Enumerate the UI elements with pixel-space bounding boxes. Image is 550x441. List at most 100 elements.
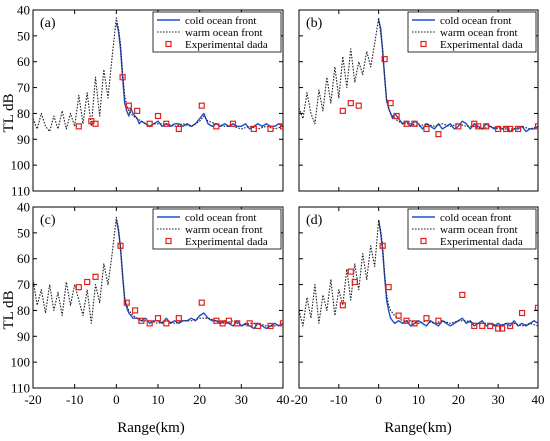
x-axis-title-left: Range(km): [117, 420, 184, 436]
cold-ocean-front-line: [115, 219, 283, 330]
y-tick-label: 60: [17, 251, 30, 266]
experimental-point: [267, 322, 274, 330]
experimental-point: [423, 125, 430, 133]
legend-label: warm ocean front: [185, 224, 263, 236]
experimental-point: [435, 317, 442, 324]
experimental-point: [123, 299, 130, 306]
experimental-point: [411, 120, 418, 127]
legend-label: cold ocean front: [185, 212, 256, 224]
experimental-point: [347, 268, 354, 275]
legend-box: [152, 11, 282, 53]
experimental-point: [381, 56, 388, 63]
experimental-point: [175, 315, 182, 322]
experimental-point: [514, 125, 522, 133]
legend-label: warm ocean front: [185, 27, 263, 39]
y-tick-label: 70: [17, 80, 30, 95]
experimental-point: [146, 320, 153, 327]
y-axis-title-bottom: TL dB: [1, 290, 17, 329]
x-tick-label: -20: [290, 392, 307, 407]
x-tick-label: 40: [532, 392, 545, 407]
y-tick-label: 80: [17, 303, 30, 318]
experimental-point: [507, 125, 514, 133]
y-tick-label: 100: [11, 355, 31, 370]
x-tick-label: 30: [492, 392, 505, 407]
legend-label: cold ocean front: [440, 15, 511, 27]
experimental-point: [483, 123, 490, 130]
x-tick-label: -20: [24, 392, 41, 407]
experimental-point: [455, 123, 462, 130]
experimental-point: [495, 325, 502, 332]
experimental-point: [254, 322, 262, 330]
y-tick-label: 80: [17, 106, 30, 121]
experimental-point: [393, 112, 400, 120]
experimental-point: [435, 131, 442, 138]
experimental-point: [403, 317, 410, 324]
y-tick-label: 100: [11, 158, 31, 173]
experimental-point: [403, 120, 410, 127]
y-tick-label: 50: [17, 225, 30, 240]
panel-label: (c): [40, 213, 56, 228]
legend-label: Experimental dada: [185, 39, 268, 51]
experimental-point: [229, 120, 237, 127]
experimental-point: [175, 125, 182, 133]
experimental-point: [385, 284, 392, 291]
plot-area: [299, 219, 538, 332]
warm-ocean-front-line: [33, 17, 283, 133]
legend-label: cold ocean front: [185, 15, 256, 27]
experimental-point: [507, 322, 514, 330]
experimental-point: [131, 307, 139, 314]
x-tick-label: 10: [412, 392, 425, 407]
cold-ocean-front-line: [377, 219, 538, 327]
legend-box: [152, 208, 282, 250]
experimental-point: [347, 99, 354, 107]
legend-label: Experimental dada: [440, 39, 523, 51]
experimental-point: [423, 315, 430, 322]
legend-label: warm ocean front: [440, 224, 518, 236]
experimental-point: [395, 312, 402, 319]
experimental-point: [234, 320, 241, 327]
experimental-point: [475, 123, 482, 130]
y-tick-label: 90: [17, 329, 30, 344]
x-tick-label: 0: [113, 392, 120, 407]
x-tick-label: 0: [375, 392, 382, 407]
experimental-point: [134, 107, 141, 114]
experimental-point: [213, 123, 220, 130]
experimental-point: [279, 320, 283, 327]
experimental-point: [219, 320, 226, 327]
experimental-point: [459, 291, 466, 299]
experimental-point: [75, 284, 82, 291]
experimental-point: [355, 102, 362, 109]
experimental-point: [534, 304, 538, 311]
y-tick-label: 90: [17, 132, 30, 147]
experimental-point: [279, 123, 283, 130]
y-tick-label: 50: [17, 28, 30, 43]
experimental-point: [119, 74, 126, 81]
y-tick-label: 40: [17, 3, 30, 18]
legend-box: [407, 208, 537, 250]
experimental-point: [487, 322, 494, 330]
experimental-point: [198, 102, 205, 109]
x-tick-label: 20: [452, 392, 465, 407]
panel-label: (d): [306, 213, 323, 228]
experimental-point: [75, 123, 82, 130]
experimental-point: [138, 317, 145, 324]
experimental-point: [154, 315, 162, 322]
experimental-point: [351, 278, 358, 286]
experimental-point: [267, 125, 274, 133]
plot-area: [33, 17, 283, 133]
warm-ocean-front-line: [299, 17, 538, 130]
chart-panel: 40 50 60 70 80 90 100 110-20 -10 0 10 20 30 40 (c) cold…: [11, 200, 290, 408]
experimental-point: [146, 120, 153, 127]
experimental-point: [534, 123, 538, 130]
x-tick-label: -10: [66, 392, 83, 407]
x-tick-label: -10: [330, 392, 347, 407]
panel-label: (a): [40, 16, 56, 31]
plot-area: [33, 216, 283, 330]
y-tick-label: 60: [17, 54, 30, 69]
